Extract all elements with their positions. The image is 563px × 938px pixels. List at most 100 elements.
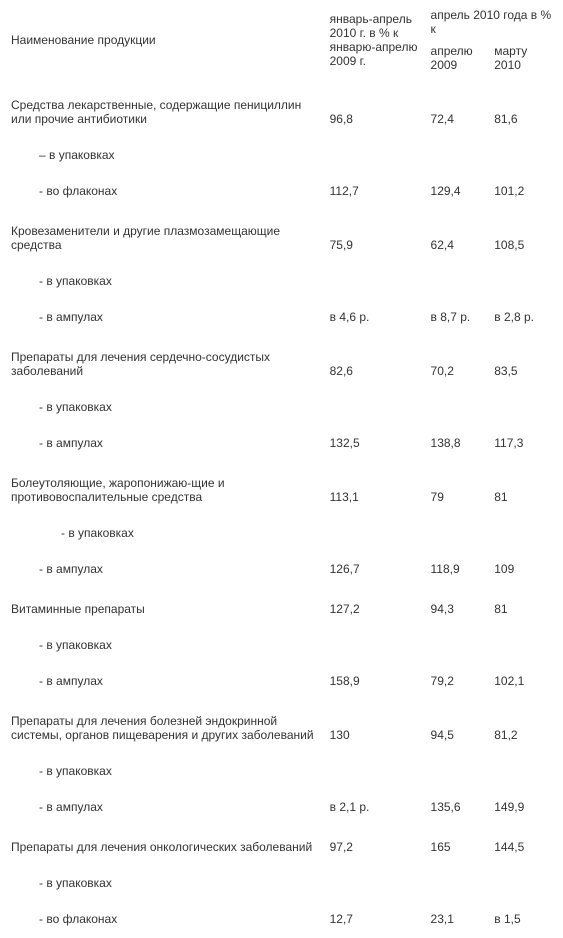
sub-name: - во флаконах	[8, 166, 327, 202]
production-table: Наименование продукции январь-апрель 201…	[8, 8, 555, 930]
group-value: 144,5	[491, 818, 555, 858]
group-name: Болеутоляющие, жаропонижаю-щие и противо…	[8, 454, 327, 508]
sub-value: 112,7	[327, 166, 428, 202]
group-value: 113,1	[327, 454, 428, 508]
sub-value	[327, 130, 428, 166]
sub-value	[428, 746, 492, 782]
sub-row: - в ампулах126,7118,9109	[8, 544, 555, 580]
sub-value	[327, 382, 428, 418]
sub-name: - во флаконах	[8, 894, 327, 930]
sub-value: 132,5	[327, 418, 428, 454]
group-value: 96,8	[327, 76, 428, 130]
sub-value	[428, 256, 492, 292]
group-row: Кровезаменители и другие плазмозамещающи…	[8, 202, 555, 256]
table-header: Наименование продукции январь-апрель 201…	[8, 8, 555, 76]
sub-name: - в упаковках	[8, 508, 327, 544]
sub-name: - в упаковках	[8, 858, 327, 894]
group-name: Витаминные препараты	[8, 580, 327, 620]
sub-value: 126,7	[327, 544, 428, 580]
sub-value	[491, 256, 555, 292]
sub-row: - в ампулах158,979,2102,1	[8, 656, 555, 692]
group-name: Препараты для лечения болезней эндокринн…	[8, 692, 327, 746]
group-row: Препараты для лечения онкологических заб…	[8, 818, 555, 858]
sub-value	[491, 508, 555, 544]
group-value: 165	[428, 818, 492, 858]
sub-name: - в ампулах	[8, 292, 327, 328]
group-name: Кровезаменители и другие плазмозамещающи…	[8, 202, 327, 256]
sub-value	[428, 382, 492, 418]
sub-row: - в упаковках	[8, 858, 555, 894]
header-name: Наименование продукции	[8, 8, 327, 76]
group-value: 127,2	[327, 580, 428, 620]
sub-row: - в ампулахв 4,6 р.в 8,7 р.в 2,8 р.	[8, 292, 555, 328]
sub-value: в 8,7 р.	[428, 292, 492, 328]
group-value: 79	[428, 454, 492, 508]
group-row: Препараты для лечения сердечно-сосудисты…	[8, 328, 555, 382]
sub-value	[491, 382, 555, 418]
group-value: 97,2	[327, 818, 428, 858]
sub-name: - в ампулах	[8, 418, 327, 454]
sub-value	[491, 746, 555, 782]
sub-value	[428, 508, 492, 544]
sub-name: - в упаковках	[8, 382, 327, 418]
sub-row: - в ампулахв 2,1 р.135,6149,9	[8, 782, 555, 818]
sub-row: - в ампулах132,5138,8117,3	[8, 418, 555, 454]
group-value: 108,5	[491, 202, 555, 256]
sub-row: - в упаковках	[8, 620, 555, 656]
group-value: 72,4	[428, 76, 492, 130]
sub-value: 158,9	[327, 656, 428, 692]
sub-value	[491, 620, 555, 656]
sub-value: в 2,8 р.	[491, 292, 555, 328]
group-row: Болеутоляющие, жаропонижаю-щие и противо…	[8, 454, 555, 508]
sub-value: в 4,6 р.	[327, 292, 428, 328]
group-value: 81	[491, 454, 555, 508]
header-apr-2009: апрелю 2009	[428, 40, 492, 76]
header-mar-2010: марту 2010	[491, 40, 555, 76]
sub-value	[327, 508, 428, 544]
sub-value	[491, 858, 555, 894]
sub-value	[327, 746, 428, 782]
sub-value	[327, 620, 428, 656]
sub-value	[491, 130, 555, 166]
sub-value	[428, 620, 492, 656]
sub-value: 23,1	[428, 894, 492, 930]
sub-row: - в упаковках	[8, 746, 555, 782]
sub-name: – в упаковках	[8, 130, 327, 166]
sub-name: - в ампулах	[8, 782, 327, 818]
sub-value: 149,9	[491, 782, 555, 818]
sub-name: - в упаковках	[8, 620, 327, 656]
group-row: Средства лекарственные, содержащие пениц…	[8, 76, 555, 130]
group-value: 81,6	[491, 76, 555, 130]
group-row: Препараты для лечения болезней эндокринн…	[8, 692, 555, 746]
sub-value	[327, 256, 428, 292]
sub-row: - во флаконах12,723,1в 1,5	[8, 894, 555, 930]
group-value: 81	[491, 580, 555, 620]
group-value: 83,5	[491, 328, 555, 382]
group-value: 70,2	[428, 328, 492, 382]
group-value: 82,6	[327, 328, 428, 382]
group-value: 94,3	[428, 580, 492, 620]
sub-value: 117,3	[491, 418, 555, 454]
table-body: Средства лекарственные, содержащие пениц…	[8, 76, 555, 930]
group-value: 62,4	[428, 202, 492, 256]
group-value: 75,9	[327, 202, 428, 256]
group-row: Витаминные препараты127,294,381	[8, 580, 555, 620]
sub-row: - в упаковках	[8, 382, 555, 418]
sub-row: – в упаковках	[8, 130, 555, 166]
sub-value: 109	[491, 544, 555, 580]
sub-value: 135,6	[428, 782, 492, 818]
group-name: Средства лекарственные, содержащие пениц…	[8, 76, 327, 130]
sub-value: в 1,5	[491, 894, 555, 930]
sub-value	[327, 858, 428, 894]
sub-value: 79,2	[428, 656, 492, 692]
sub-row: - в упаковках	[8, 256, 555, 292]
sub-value: 101,2	[491, 166, 555, 202]
sub-name: - в упаковках	[8, 256, 327, 292]
sub-value: 118,9	[428, 544, 492, 580]
group-name: Препараты для лечения онкологических заб…	[8, 818, 327, 858]
group-value: 94,5	[428, 692, 492, 746]
sub-name: - в ампулах	[8, 544, 327, 580]
sub-value: 129,4	[428, 166, 492, 202]
header-jan-apr: январь-апрель 2010 г. в % к январю-апрел…	[327, 8, 428, 76]
sub-value	[428, 130, 492, 166]
